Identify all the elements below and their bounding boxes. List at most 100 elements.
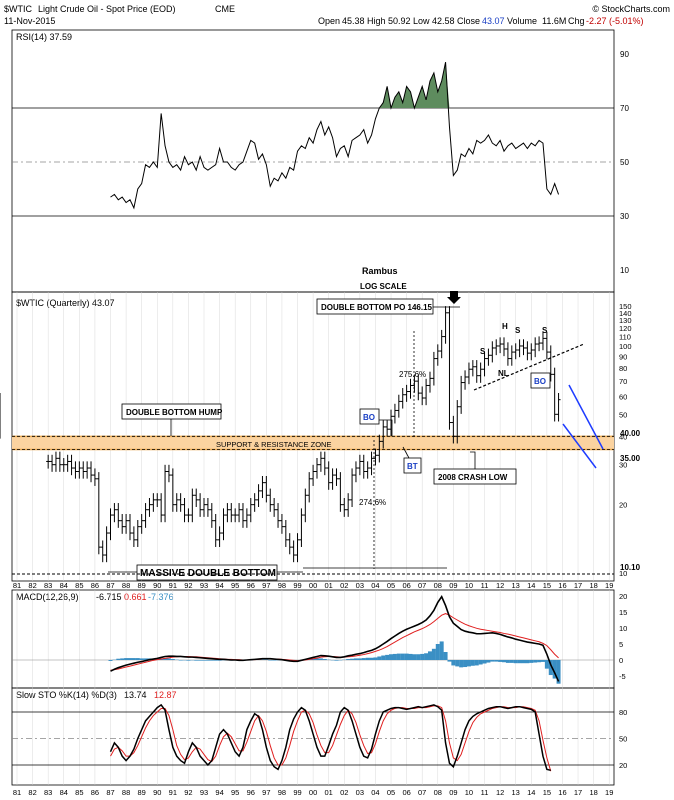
macd-hist-bar: [194, 660, 199, 661]
year-tick: 19: [605, 581, 613, 590]
macd-hist-bar: [124, 658, 129, 660]
double-bottom-hump-label: DOUBLE BOTTOM HUMP: [126, 408, 223, 417]
chg-label: Chg: [568, 16, 585, 26]
support-resistance-label: SUPPORT & RESISTANCE ZONE: [216, 440, 331, 449]
year-tick: 16: [558, 581, 566, 590]
shoulder-mid-label: S: [515, 326, 521, 335]
macd-hist-bar: [439, 641, 444, 660]
year-tick-bottom: 06: [402, 788, 410, 797]
double-bottom-po-label: DOUBLE BOTTOM PO 146.15: [321, 303, 433, 312]
level-1010-label: 10.10: [620, 563, 641, 572]
high-value: 50.92: [388, 16, 411, 26]
macd-ytick: 15: [619, 608, 627, 617]
macd-hist-bar: [202, 660, 207, 661]
rambus-label: Rambus: [362, 266, 398, 276]
macd-ytick: 20: [619, 592, 627, 601]
macd-hist-bar: [427, 651, 432, 660]
year-tick: 84: [60, 581, 68, 590]
header-name: Light Crude Oil - Spot Price (EOD): [38, 4, 176, 14]
annotations: Rambus LOG SCALE DOUBLE BOTTOM PO 146.15…: [12, 266, 641, 581]
shoulder-right-label: S: [542, 326, 548, 335]
year-tick-bottom: 19: [605, 788, 613, 797]
rsi-ytick: 30: [620, 212, 629, 221]
macd-hist-bar: [447, 660, 452, 662]
macd-hist-bar: [369, 657, 374, 660]
double-bottom-hump-box: [121, 403, 222, 420]
year-tick-bottom: 07: [418, 788, 426, 797]
macd-hist-bar: [412, 654, 417, 660]
year-tick-bottom: 16: [558, 788, 566, 797]
macd-value: -6.715: [96, 592, 122, 602]
year-tick: 01: [325, 581, 333, 590]
year-tick-bottom: 87: [106, 788, 114, 797]
rsi-overbought-fill: [391, 86, 415, 108]
macd-hist-bar: [498, 660, 503, 662]
year-tick-bottom: 09: [449, 788, 457, 797]
macd-hist-bar: [163, 658, 168, 660]
price-ytick: 50: [619, 410, 627, 419]
year-tick: 17: [574, 581, 582, 590]
macd-hist-bar: [513, 660, 518, 664]
year-tick: 02: [340, 581, 348, 590]
macd-hist-bar: [272, 660, 277, 661]
log-scale-label: LOG SCALE: [360, 282, 407, 291]
price-ytick: 70: [619, 377, 627, 386]
year-tick: 93: [200, 581, 208, 590]
sto-ytick: 80: [619, 708, 627, 717]
macd-hist-bar: [556, 660, 561, 684]
year-tick-bottom: 04: [371, 788, 379, 797]
price-ytick: 60: [619, 392, 627, 401]
year-tick-bottom: 91: [169, 788, 177, 797]
macd-hist-bar: [478, 660, 483, 665]
open-label: Open: [318, 16, 340, 26]
macd-hist-bar: [108, 660, 113, 661]
year-tick: 90: [153, 581, 161, 590]
price-panel-label: $WTIC (Quarterly) 43.07: [16, 298, 115, 308]
year-tick: 07: [418, 581, 426, 590]
rsi-ytick: 70: [620, 104, 629, 113]
macd-hist-bar: [548, 660, 553, 676]
year-tick: 15: [543, 581, 551, 590]
macd-hist-bar: [404, 653, 409, 660]
macd-hist-bar: [217, 660, 222, 661]
support-resistance-zone: [12, 435, 614, 451]
level-35-label: 35.00: [620, 454, 641, 463]
macd-hist-bar: [451, 660, 456, 666]
macd-hist-bar: [490, 660, 495, 662]
shoulder-left-label: S: [480, 347, 486, 356]
macd-hist-bar: [517, 660, 522, 664]
macd-hist-bar: [424, 653, 429, 660]
year-tick-bottom: 99: [293, 788, 301, 797]
macd-hist-bar: [486, 660, 491, 663]
macd-hist-bar: [400, 653, 405, 660]
header-exchange: CME: [215, 4, 235, 14]
year-tick-bottom: 81: [13, 788, 21, 797]
macd-hist-bar: [509, 660, 514, 663]
year-tick-bottom: 93: [200, 788, 208, 797]
year-tick: 00: [309, 581, 317, 590]
price-ytick: 100: [619, 342, 632, 351]
macd-layer: [12, 594, 614, 684]
year-tick: 81: [13, 581, 21, 590]
year-tick: 11: [481, 581, 489, 590]
year-tick-bottom: 00: [309, 788, 317, 797]
macd-hist-bar: [166, 658, 171, 660]
year-tick-bottom: 12: [496, 788, 504, 797]
macd-hist-bar: [502, 660, 507, 663]
macd-hist-bar: [540, 660, 545, 662]
low-label: Low: [413, 16, 430, 26]
low-value: 42.58: [432, 16, 455, 26]
rsi-ytick: 10: [620, 266, 629, 275]
macd-hist-bar: [455, 660, 460, 667]
volume-label: Volume: [507, 16, 537, 26]
macd-ytick: 0: [619, 656, 623, 665]
sto-d-line: [110, 705, 552, 772]
year-tick-bottom: 96: [247, 788, 255, 797]
channel-upper: [568, 384, 604, 450]
year-tick-bottom: 97: [262, 788, 270, 797]
head-label: H: [502, 322, 508, 331]
price-ytick: 20: [619, 501, 627, 510]
rsi-panel-frame: [11, 29, 615, 293]
year-tick: 91: [169, 581, 177, 590]
close-value: 43.07: [482, 16, 505, 26]
